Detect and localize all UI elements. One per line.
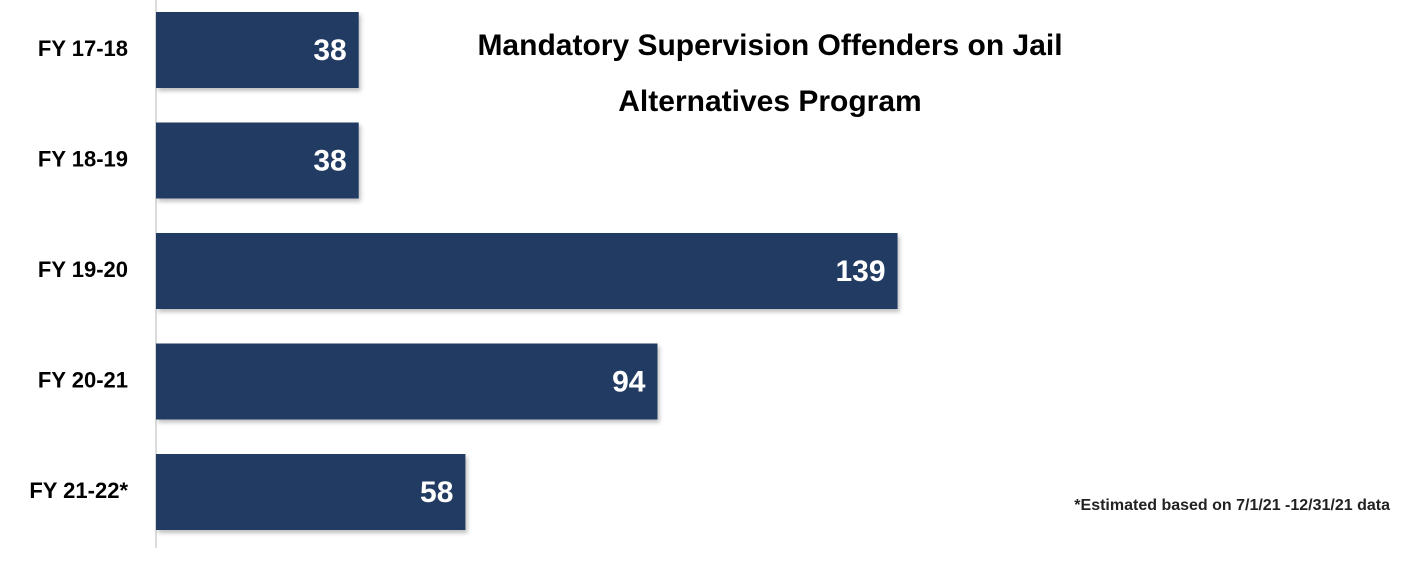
- value-label: 38: [313, 144, 346, 177]
- bar: [156, 454, 466, 530]
- category-label: FY 18-19: [38, 146, 128, 171]
- category-label: FY 20-21: [38, 367, 128, 392]
- value-label: 94: [612, 365, 646, 398]
- chart-title: Mandatory Supervision Offenders on Jail …: [477, 29, 1063, 118]
- bar: [156, 122, 359, 199]
- category-label: FY 21-22*: [29, 478, 128, 503]
- bar: [156, 12, 359, 88]
- value-label: 58: [420, 476, 453, 509]
- value-label: 38: [313, 34, 346, 67]
- category-label: FY 19-20: [38, 257, 128, 282]
- bar: [156, 343, 658, 420]
- bar: [156, 233, 898, 309]
- category-label: FY 17-18: [38, 36, 128, 61]
- annotation: *Estimated based on 7/1/21 -12/31/21 dat…: [1074, 497, 1390, 514]
- value-label: 139: [836, 255, 886, 288]
